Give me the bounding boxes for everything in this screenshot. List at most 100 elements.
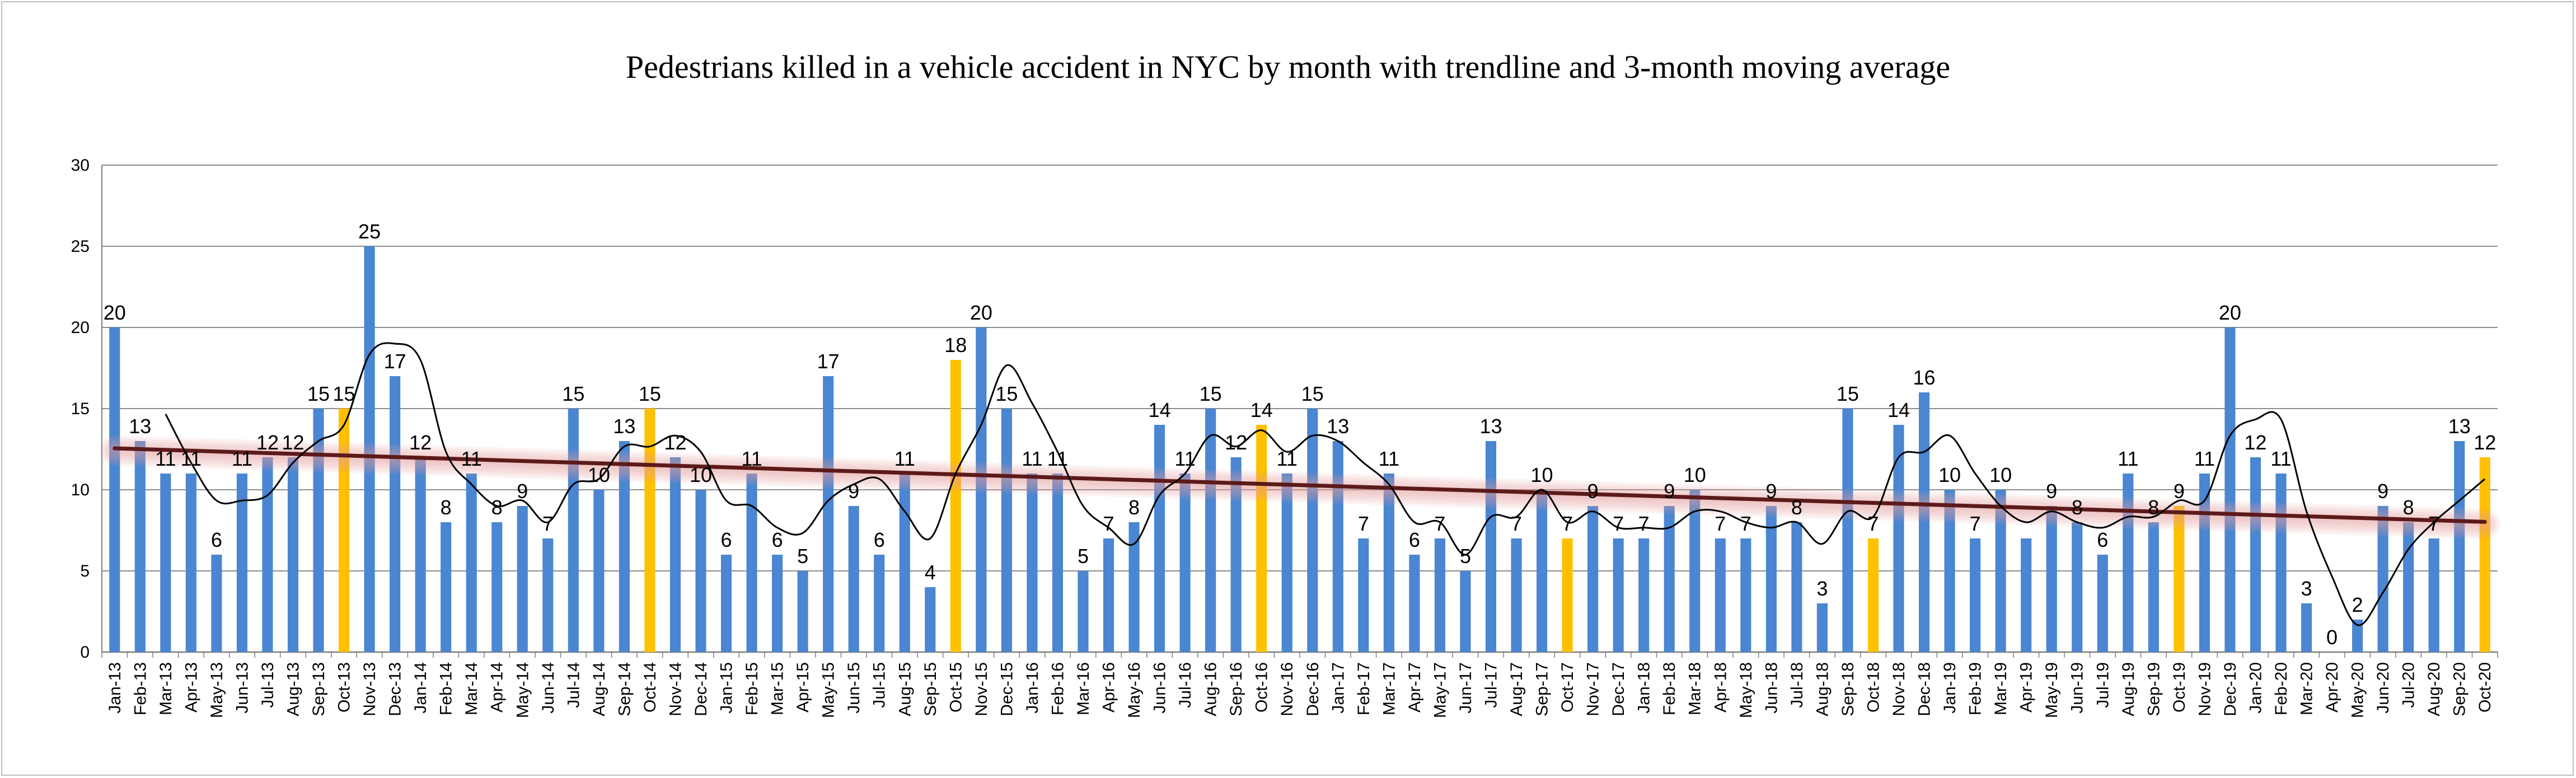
- bar: [236, 474, 247, 652]
- bar: [2072, 522, 2083, 652]
- data-label: 11: [461, 447, 482, 470]
- data-label: 5: [1460, 545, 1471, 568]
- bar: [466, 474, 477, 652]
- bar: [619, 441, 630, 652]
- bar: [1128, 522, 1140, 652]
- bar: [1027, 474, 1038, 652]
- x-tick-label: Feb-19: [1966, 662, 1985, 715]
- bar: [2352, 620, 2363, 652]
- data-label: 6: [772, 528, 783, 551]
- bar: [364, 246, 375, 652]
- bar: [1765, 506, 1777, 652]
- x-tick-label: Jun-20: [2374, 662, 2392, 714]
- x-tick-label: Sep-16: [1227, 662, 1245, 716]
- bar: [1078, 571, 1089, 652]
- x-tick-label: May-13: [208, 662, 226, 718]
- bar: [568, 409, 579, 652]
- data-label: 9: [1765, 480, 1777, 503]
- data-label: 7: [1103, 512, 1114, 535]
- data-label: 7: [2428, 512, 2439, 535]
- x-tick-label: May-18: [1737, 662, 1755, 718]
- bar: [1918, 392, 1930, 652]
- x-tick-label: Jan-19: [1941, 662, 1959, 714]
- data-label: 7: [1970, 512, 1981, 535]
- data-label: 9: [517, 480, 528, 503]
- data-label: 7: [1715, 512, 1726, 535]
- bar: [1485, 441, 1497, 652]
- data-label: 15: [562, 382, 584, 405]
- bar: [491, 522, 503, 652]
- data-label: 8: [2072, 496, 2083, 519]
- bar: [287, 457, 299, 652]
- bar: [415, 457, 426, 652]
- bar: [517, 506, 528, 652]
- x-tick-label: Sep-20: [2451, 662, 2469, 716]
- bar: [134, 441, 146, 652]
- data-label: 9: [848, 480, 859, 503]
- bar: [1332, 441, 1343, 652]
- data-label: 7: [1867, 512, 1879, 535]
- trendline-glow: [99, 435, 2500, 540]
- bar: [1893, 425, 1904, 652]
- x-tick-label: Jul-19: [2093, 662, 2112, 708]
- bar: [593, 490, 605, 652]
- data-label: 10: [1989, 463, 2012, 486]
- x-tick-label: Oct-19: [2170, 662, 2189, 713]
- x-tick-label: Mar-17: [1380, 662, 1398, 715]
- data-label: 8: [2148, 496, 2159, 519]
- x-tick-label: May-17: [1431, 662, 1449, 718]
- data-label: 6: [874, 528, 885, 551]
- data-label: 11: [2194, 447, 2215, 470]
- bar: [899, 474, 910, 652]
- bar: [211, 555, 222, 652]
- x-tick-label: Feb-16: [1048, 662, 1067, 715]
- x-tick-label: Nov-16: [1278, 662, 1296, 716]
- y-tick-label: 20: [71, 318, 90, 337]
- x-tick-label: Apr-13: [182, 662, 200, 713]
- bar: [2428, 538, 2439, 652]
- bar: [2097, 555, 2108, 652]
- x-tick-label: Jul-16: [1176, 662, 1195, 708]
- data-label: 8: [491, 496, 503, 519]
- x-tick-label: Oct-20: [2476, 662, 2494, 713]
- data-label: 17: [384, 350, 406, 373]
- x-tick-label: Nov-14: [666, 662, 685, 716]
- data-label: 5: [1078, 545, 1089, 568]
- x-tick-label: Oct-16: [1253, 662, 1271, 713]
- data-label: 15: [307, 382, 330, 405]
- bar: [2301, 603, 2312, 652]
- bar: [1536, 490, 1548, 652]
- data-label: 17: [817, 350, 840, 373]
- data-label: 5: [797, 545, 808, 568]
- data-label: 8: [2403, 496, 2414, 519]
- data-label: 10: [1531, 463, 1553, 486]
- data-label: 10: [690, 463, 712, 486]
- x-tick-label: Jun-15: [845, 662, 863, 714]
- bar: [1613, 538, 1624, 652]
- bar: [2224, 327, 2236, 652]
- bar: [695, 490, 706, 652]
- x-tick-label: Sep-17: [1533, 662, 1552, 716]
- x-tick-label: Jul-15: [870, 662, 889, 708]
- x-tick-label: Nov-13: [360, 662, 379, 716]
- bar: [1409, 555, 1420, 652]
- bar: [772, 555, 783, 652]
- bar: [925, 587, 936, 652]
- bar: [2454, 441, 2465, 652]
- data-label: 20: [2219, 301, 2241, 324]
- x-tick-label: Apr-17: [1406, 662, 1424, 713]
- bar: [2046, 506, 2057, 652]
- bar-highlight: [1867, 538, 1879, 652]
- trendline-glow: [107, 443, 2493, 532]
- bar: [1511, 538, 1522, 652]
- x-tick-label: Nov-19: [2195, 662, 2214, 716]
- bar: [1052, 474, 1064, 652]
- x-tick-label: Feb-18: [1660, 662, 1679, 715]
- x-tick-label: Aug-17: [1507, 662, 1526, 716]
- x-tick-label: Sep-14: [615, 662, 634, 716]
- data-label: 7: [1638, 512, 1650, 535]
- bar: [1587, 506, 1599, 652]
- data-label: 10: [1684, 463, 1706, 486]
- bar: [848, 506, 859, 652]
- x-tick-label: Dec-14: [692, 662, 710, 716]
